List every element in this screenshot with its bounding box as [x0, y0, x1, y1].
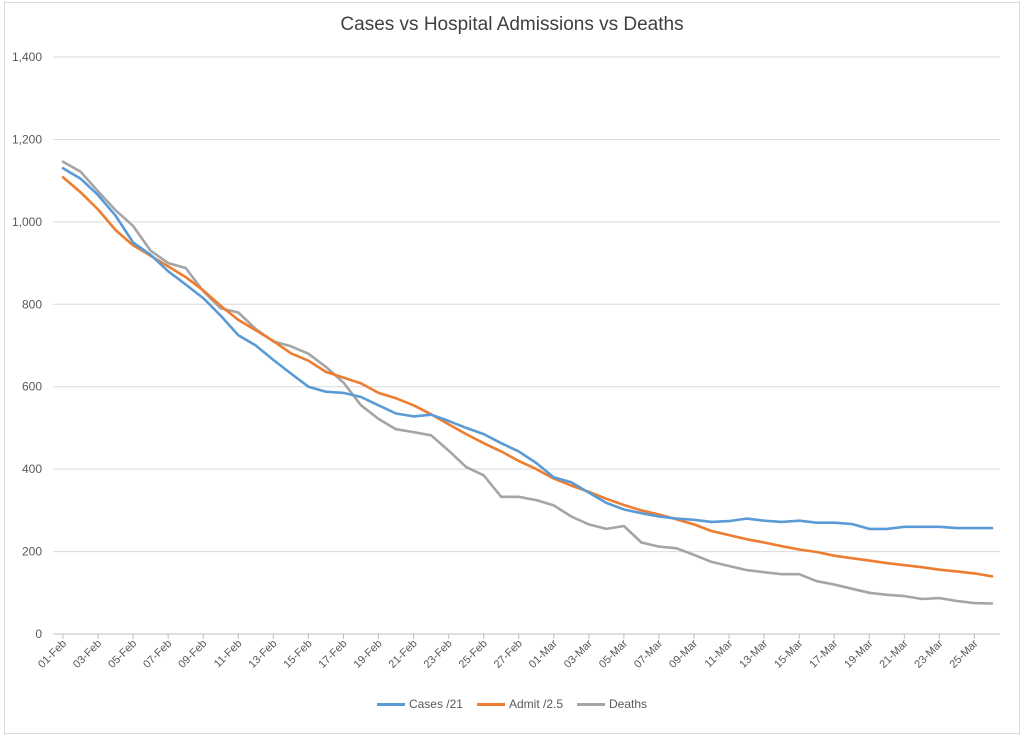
- x-tick-label: 27-Feb: [492, 638, 525, 671]
- x-tick-label: 07-Mar: [632, 637, 665, 670]
- y-tick-label: 0: [35, 627, 42, 641]
- x-axis: 01-Feb 03-Feb 05-Feb 07-Feb 09-Feb 11-Feb 13-F…: [36, 634, 981, 671]
- x-tick-label: 21-Feb: [387, 638, 420, 671]
- x-tick-label: 01-Feb: [36, 638, 69, 671]
- x-tick-label: 05-Feb: [106, 638, 139, 671]
- legend-label: Cases /21: [408, 697, 463, 711]
- legend-label: Deaths: [609, 697, 648, 711]
- x-tick-label: 11-Mar: [703, 637, 736, 670]
- legend-item: Cases /21: [376, 697, 463, 711]
- series-line-cases-21: [61, 167, 994, 531]
- x-tick-label: 05-Mar: [597, 637, 630, 670]
- y-axis-ticks: 0 200 400 600 800 1,000 1,200 1,400: [12, 50, 42, 641]
- x-tick-label: 09-Mar: [667, 637, 700, 670]
- x-tick-label: 17-Feb: [316, 638, 349, 671]
- legend: Cases /21 Admit /2.5 Deaths: [0, 697, 1024, 711]
- y-tick-label: 800: [22, 297, 42, 311]
- x-tick-label: 15-Mar: [772, 637, 805, 670]
- x-tick-label: 07-Feb: [141, 638, 174, 671]
- chart-frame: [4, 2, 1020, 734]
- x-tick-label: 21-Mar: [877, 637, 910, 670]
- x-tick-label: 13-Mar: [737, 637, 770, 670]
- x-tick-label: 01-Mar: [527, 637, 560, 670]
- legend-item: Admit /2.5: [476, 697, 564, 711]
- y-tick-label: 200: [22, 545, 42, 559]
- chart-title: Cases vs Hospital Admissions vs Deaths: [340, 14, 684, 35]
- x-tick-label: 09-Feb: [176, 638, 209, 671]
- x-tick-label: 15-Feb: [281, 638, 314, 671]
- y-tick-label: 600: [22, 380, 42, 394]
- x-tick-label: 23-Mar: [912, 637, 945, 670]
- x-tick-label: 19-Feb: [351, 638, 384, 671]
- x-tick-label: 11-Feb: [212, 638, 245, 671]
- series-line-admit-2-5: [61, 176, 994, 578]
- y-tick-label: 400: [22, 462, 42, 476]
- x-tick-label: 03-Feb: [71, 638, 104, 671]
- x-tick-label: 25-Mar: [947, 637, 980, 670]
- legend-swatch: [376, 702, 405, 706]
- x-tick-label: 03-Mar: [562, 637, 595, 670]
- x-tick-label: 17-Mar: [807, 637, 840, 670]
- y-tick-label: 1,000: [12, 215, 42, 229]
- x-tick-label: 25-Feb: [457, 638, 490, 671]
- x-tick-label: 23-Feb: [422, 638, 455, 671]
- legend-item: Deaths: [577, 697, 647, 711]
- x-tick-label: 19-Mar: [842, 637, 875, 670]
- x-tick-label: 13-Feb: [246, 638, 279, 671]
- y-tick-label: 1,200: [12, 132, 42, 146]
- legend-swatch: [577, 702, 606, 706]
- legend-label: Admit /2.5: [508, 697, 564, 711]
- legend-swatch: [476, 702, 505, 706]
- series-line-deaths: [61, 160, 994, 605]
- gridlines: [53, 56, 1000, 635]
- y-tick-label: 1,400: [12, 50, 42, 64]
- series-lines: [61, 160, 994, 605]
